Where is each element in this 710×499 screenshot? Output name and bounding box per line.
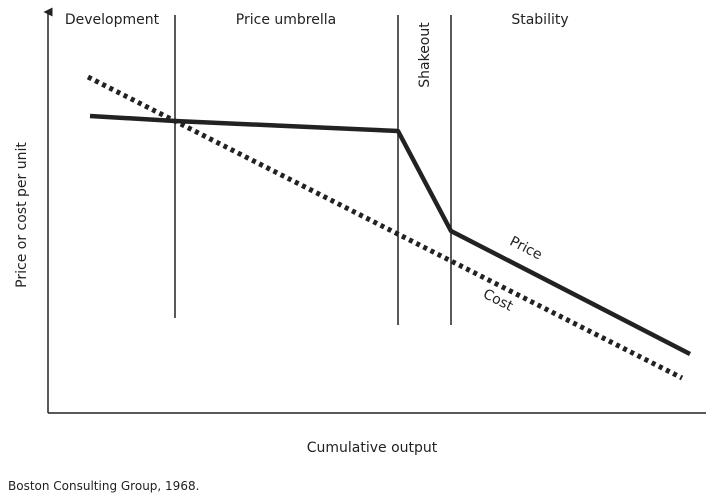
phase-label: Stability — [511, 12, 568, 28]
y-axis-label: Price or cost per unit — [14, 142, 30, 288]
source-note: Boston Consulting Group, 1968. — [8, 479, 199, 493]
price-line — [89, 113, 692, 357]
phase-label: Shakeout — [417, 22, 433, 88]
x-axis-label: Cumulative output — [307, 440, 438, 456]
phase-label: Development — [65, 12, 160, 28]
phase-label: Price umbrella — [236, 12, 336, 28]
cost-line — [86, 74, 684, 381]
